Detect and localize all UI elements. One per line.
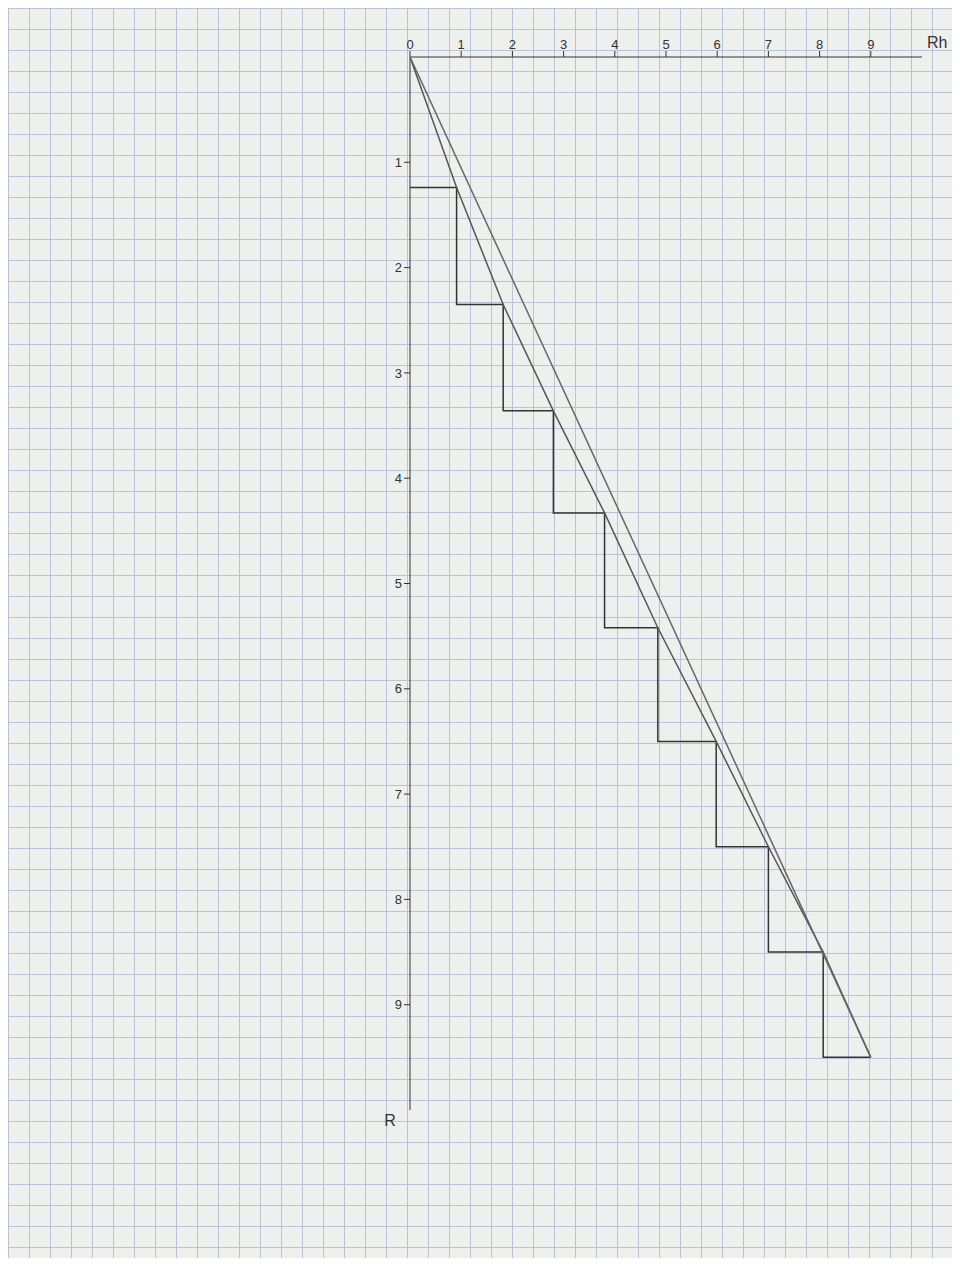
svg-text:Rh: Rh: [927, 34, 947, 51]
svg-text:3: 3: [560, 37, 567, 52]
svg-text:7: 7: [395, 787, 402, 802]
svg-text:8: 8: [395, 892, 402, 907]
svg-text:1: 1: [458, 37, 465, 52]
svg-text:6: 6: [714, 37, 721, 52]
svg-text:8: 8: [816, 37, 823, 52]
svg-text:9: 9: [395, 997, 402, 1012]
svg-text:7: 7: [765, 37, 772, 52]
svg-text:2: 2: [395, 260, 402, 275]
svg-text:3: 3: [395, 366, 402, 381]
svg-text:9: 9: [867, 37, 874, 52]
svg-text:0: 0: [406, 37, 413, 52]
svg-text:5: 5: [662, 37, 669, 52]
svg-text:R: R: [384, 1112, 396, 1129]
svg-text:2: 2: [509, 37, 516, 52]
svg-text:6: 6: [395, 681, 402, 696]
svg-text:5: 5: [395, 576, 402, 591]
svg-text:4: 4: [611, 37, 618, 52]
svg-text:1: 1: [395, 155, 402, 170]
svg-text:4: 4: [395, 471, 402, 486]
